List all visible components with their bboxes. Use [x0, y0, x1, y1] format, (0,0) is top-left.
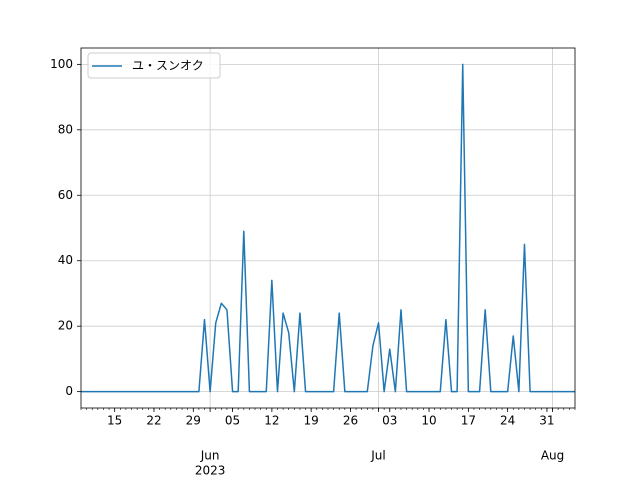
y-tick-label: 80 [58, 122, 73, 136]
plot-frame [80, 47, 576, 409]
x-tick-label: 31 [539, 414, 554, 428]
data-line [81, 63, 575, 393]
x-tick-label: 24 [500, 414, 515, 428]
legend-label: ユ・スンオク [132, 59, 204, 73]
x-month-label: Aug [541, 449, 564, 463]
x-tick-label: 15 [107, 414, 122, 428]
x-tick-label: 12 [264, 414, 279, 428]
x-tick-label: 17 [461, 414, 476, 428]
x-tick-label: 22 [146, 414, 161, 428]
legend-box [87, 52, 221, 79]
x-tick-label: 19 [304, 414, 319, 428]
y-tick-label: 0 [65, 384, 73, 398]
x-tick-label: 05 [225, 414, 240, 428]
x-month-label: Jul [370, 449, 385, 463]
y-tick-label: 20 [58, 319, 73, 333]
legend: ユ・スンオク [87, 52, 221, 79]
y-tick-label: 40 [58, 253, 73, 267]
x-tick-label: 10 [421, 414, 436, 428]
x-year-label: 2023 [195, 464, 226, 478]
y-tick-label: 100 [50, 57, 73, 71]
x-tick-label: 26 [343, 414, 358, 428]
y-tick-label: 60 [58, 188, 73, 202]
x-tick-label: 29 [186, 414, 201, 428]
x-tick-label: 03 [382, 414, 397, 428]
x-month-label: Jun [200, 449, 220, 463]
